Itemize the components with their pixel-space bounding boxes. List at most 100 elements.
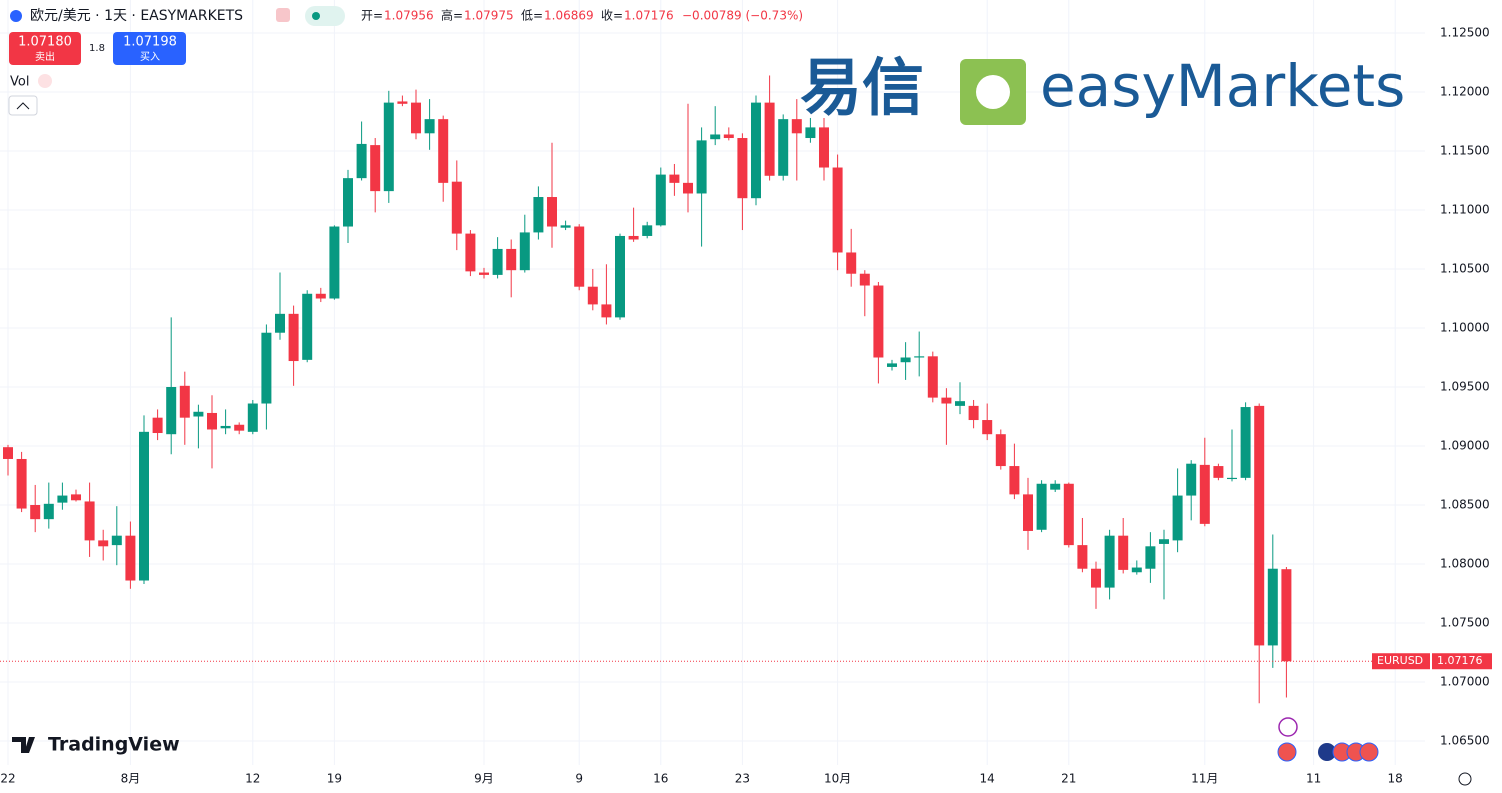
brand-icon [12,737,35,753]
sell-button[interactable] [9,32,81,65]
title: 欧元/美元 · 1天 · EASYMARKETS [30,8,243,24]
buy-price: 1.07198 [123,35,177,50]
candle-body [3,447,13,459]
buy-label: 买入 [140,51,160,63]
sell-label: 卖出 [35,50,55,63]
candle-body [873,285,884,358]
candle-body [234,424,245,431]
logo: 易信 easyMarkets [800,51,1405,125]
candle-body [547,197,557,227]
vol-warning [38,74,52,88]
event-icon [1278,717,1298,737]
candle-body [315,293,326,299]
candle-body [84,501,95,541]
candle-body [642,225,653,236]
candle-body [560,225,571,228]
y-tick-label: 1.12000 [1440,85,1490,99]
y-tick-label: 1.12500 [1440,26,1490,40]
candle-body [1063,483,1074,546]
candle-body [791,119,802,134]
candle-body [1240,407,1251,478]
x-tick-label: 14 [980,772,995,786]
candle-body [519,232,530,271]
x-tick-label: 12 [245,772,260,786]
settings-icon[interactable] [1458,772,1472,786]
change: −0.00789 (−0.73%) [682,9,803,23]
candle-body [166,387,177,435]
candle-body [465,233,476,272]
symbol-tag-text: EURUSD [1377,654,1423,667]
low-label: 低= [521,9,543,23]
candle-body [778,119,789,176]
candle-body [261,332,272,404]
candle-body [111,535,122,546]
axes: 1.06500 1.07000 1.07500 1.08000 1.08500 1.090… [0,26,1492,786]
logo-cn: 易信 [800,51,924,124]
y-tick-label: 1.09500 [1440,380,1490,394]
candle-body [179,385,190,418]
buy-button[interactable] [113,32,186,65]
y-tick-label: 1.10500 [1440,262,1490,276]
candle-body [1199,464,1210,524]
candle-body [193,411,204,417]
candle-body [968,405,979,421]
candle-body [343,178,353,227]
candle-body [683,182,693,194]
flag-icon [276,8,290,22]
candle-body [275,313,285,333]
event-icon [1318,743,1336,761]
candle-body [805,127,816,139]
candle-body [43,503,54,520]
collapse-button[interactable] [8,95,38,116]
candle-body [1227,477,1237,480]
candle-body [247,403,258,432]
candle-body [846,252,857,274]
candle-body [1186,463,1197,496]
candle-body [1145,546,1156,569]
status-dot [312,12,320,20]
event-icon [1359,742,1379,762]
collapse-icon [16,102,30,110]
candle-body [329,226,340,299]
candle-body [887,363,897,367]
logo-en: easyMarkets [1040,52,1405,120]
y-tick-label: 1.07500 [1440,616,1490,630]
candles [0,75,1372,704]
y-tick-label: 1.06500 [1440,734,1490,748]
y-tick-label: 1.11500 [1440,144,1490,158]
candle-body [57,495,68,503]
candle-body [16,458,27,509]
open-label: 开= [361,9,383,23]
grid [0,0,1425,765]
x-tick-label: 21 [1061,772,1076,786]
price-tag-text: 1.07176 [1437,654,1483,667]
high-value: 1.07975 [464,9,514,23]
y-tick-label: 1.10000 [1440,321,1490,335]
symbol-icon [10,10,22,22]
candle-body [1050,483,1061,490]
candle-body [696,140,707,194]
candle-body [900,357,911,363]
status-pill [305,6,345,26]
high-label: 高= [441,8,463,23]
x-tick-label: 9月 [474,772,494,786]
y-tick-label: 1.08500 [1440,498,1490,512]
y-tick-label: 1.07000 [1440,675,1490,689]
candle-body [1131,567,1142,573]
candle-body [955,401,965,406]
candle-body [424,119,435,134]
candle-body [859,273,870,286]
x-tick-label: 9 [575,772,583,786]
x-tick-label: 16 [653,772,668,786]
candle-body [982,420,993,435]
x-tick-label: 23 [735,772,750,786]
candle-body [1159,539,1169,544]
open-value: 1.07956 [384,9,434,23]
candle-body [819,127,829,168]
y-tick-label: 1.11000 [1440,203,1490,217]
candle-body [438,119,449,183]
candle-body [1104,535,1115,588]
candle-body [832,167,843,253]
price-tag [1432,653,1492,670]
